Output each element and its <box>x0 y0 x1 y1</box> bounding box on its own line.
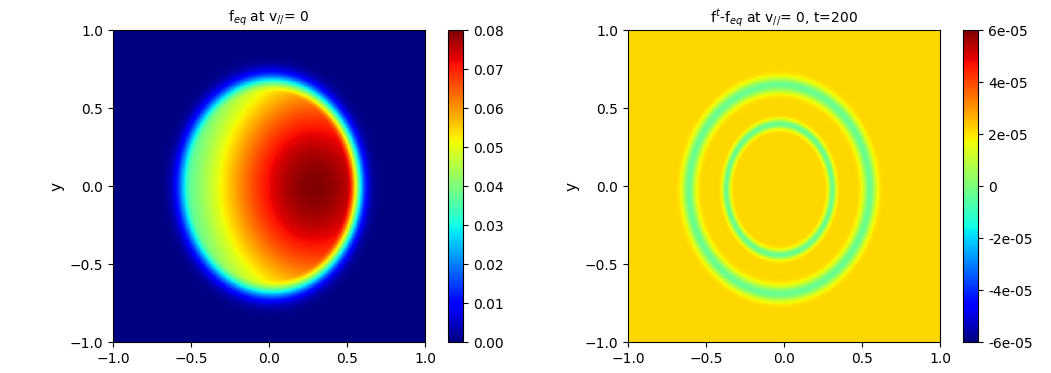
Title: f$_{eq}$ at v$_{//}$= 0: f$_{eq}$ at v$_{//}$= 0 <box>228 9 310 28</box>
Y-axis label: y: y <box>49 182 64 191</box>
Y-axis label: y: y <box>564 182 579 191</box>
Title: f$^t$-f$_{eq}$ at v$_{//}$= 0, t=200: f$^t$-f$_{eq}$ at v$_{//}$= 0, t=200 <box>710 7 858 29</box>
